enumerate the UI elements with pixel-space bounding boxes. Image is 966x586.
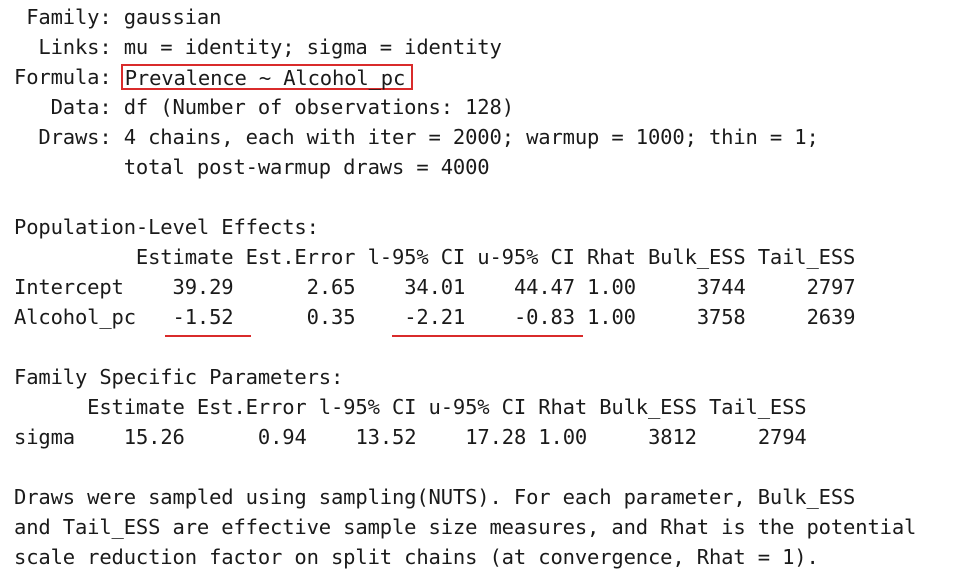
est-error-cell: 2.65 bbox=[306, 275, 356, 299]
blank-line bbox=[14, 182, 916, 212]
rhat-cell: 1.00 bbox=[538, 425, 588, 449]
family-params-header: Estimate Est.Error l-95% CI u-95% CI Rha… bbox=[14, 395, 807, 419]
bulk-ess-cell: 3758 bbox=[696, 305, 746, 329]
links-key: Links: bbox=[14, 35, 124, 59]
estimate-cell: 39.29 bbox=[172, 275, 234, 299]
rhat-cell: 1.00 bbox=[587, 275, 636, 299]
family-value: gaussian bbox=[123, 5, 222, 29]
footer-line-2: and Tail_ESS are effective sample size m… bbox=[14, 515, 917, 539]
l95-cell: -2.21 bbox=[404, 305, 466, 329]
l95-cell: 34.01 bbox=[404, 275, 466, 299]
draws-continuation-line: total post-warmup draws = 4000 bbox=[14, 155, 490, 179]
family-params-table: sigma 15.26 0.94 13.52 17.28 1.00 3812 2… bbox=[14, 422, 916, 452]
estimate-cell: -1.52 bbox=[172, 305, 234, 329]
blank-line bbox=[14, 452, 916, 482]
row-name: Intercept bbox=[14, 275, 124, 299]
row-name: Alcohol_pc bbox=[14, 305, 136, 329]
table-row: sigma 15.26 0.94 13.52 17.28 1.00 3812 2… bbox=[14, 422, 916, 452]
table-row: Intercept 39.29 2.65 34.01 44.47 1.00 37… bbox=[14, 272, 916, 302]
u95-cell: 44.47 bbox=[513, 275, 575, 299]
estimate-cell: 15.26 bbox=[123, 425, 185, 449]
console-output: Family: gaussian Links: mu = identity; s… bbox=[14, 2, 916, 572]
u95-cell: -0.83 bbox=[513, 305, 575, 329]
l95-cell: 13.52 bbox=[355, 425, 417, 449]
draws-line: Draws: 4 chains, each with iter = 2000; … bbox=[14, 122, 916, 152]
data-value: df (Number of observations: 128) bbox=[123, 95, 514, 119]
population-effects-table: Intercept 39.29 2.65 34.01 44.47 1.00 37… bbox=[14, 272, 916, 332]
data-key: Data: bbox=[14, 95, 124, 119]
population-effects-title: Population-Level Effects: bbox=[14, 215, 319, 239]
links-line: Links: mu = identity; sigma = identity bbox=[14, 32, 916, 62]
u95-cell: 17.28 bbox=[465, 425, 527, 449]
est-error-cell: 0.35 bbox=[306, 305, 356, 329]
formula-key: Formula: bbox=[14, 65, 124, 89]
bulk-ess-cell: 3812 bbox=[648, 425, 697, 449]
data-line: Data: df (Number of observations: 128) bbox=[14, 92, 916, 122]
rhat-cell: 1.00 bbox=[587, 305, 636, 329]
est-error-cell: 0.94 bbox=[257, 425, 307, 449]
tail-ess-cell: 2797 bbox=[806, 275, 856, 299]
row-name: sigma bbox=[14, 425, 75, 449]
draws-value: 4 chains, each with iter = 2000; warmup … bbox=[123, 125, 819, 149]
draws-key: Draws: bbox=[14, 125, 124, 149]
table-row: Alcohol_pc -1.52 0.35 -2.21 -0.83 1.00 3… bbox=[14, 302, 916, 332]
formula-highlight-box: Prevalence ~ Alcohol_pc bbox=[120, 64, 414, 90]
ci-underline bbox=[392, 335, 583, 337]
population-effects-header: Estimate Est.Error l-95% CI u-95% CI Rha… bbox=[14, 245, 856, 269]
links-value: mu = identity; sigma = identity bbox=[123, 35, 502, 59]
estimate-underline bbox=[164, 335, 252, 337]
family-line: Family: gaussian bbox=[14, 2, 916, 32]
tail-ess-cell: 2794 bbox=[757, 425, 807, 449]
formula-value: Prevalence ~ Alcohol_pc bbox=[124, 66, 406, 90]
family-params-title: Family Specific Parameters: bbox=[14, 365, 344, 389]
family-key: Family: bbox=[14, 5, 124, 29]
tail-ess-cell: 2639 bbox=[806, 305, 856, 329]
footer-line-3: scale reduction factor on split chains (… bbox=[14, 545, 819, 569]
footer-line-1: Draws were sampled using sampling(NUTS).… bbox=[14, 485, 856, 509]
bulk-ess-cell: 3744 bbox=[696, 275, 746, 299]
formula-line: Formula: Prevalence ~ Alcohol_pc bbox=[14, 62, 916, 92]
